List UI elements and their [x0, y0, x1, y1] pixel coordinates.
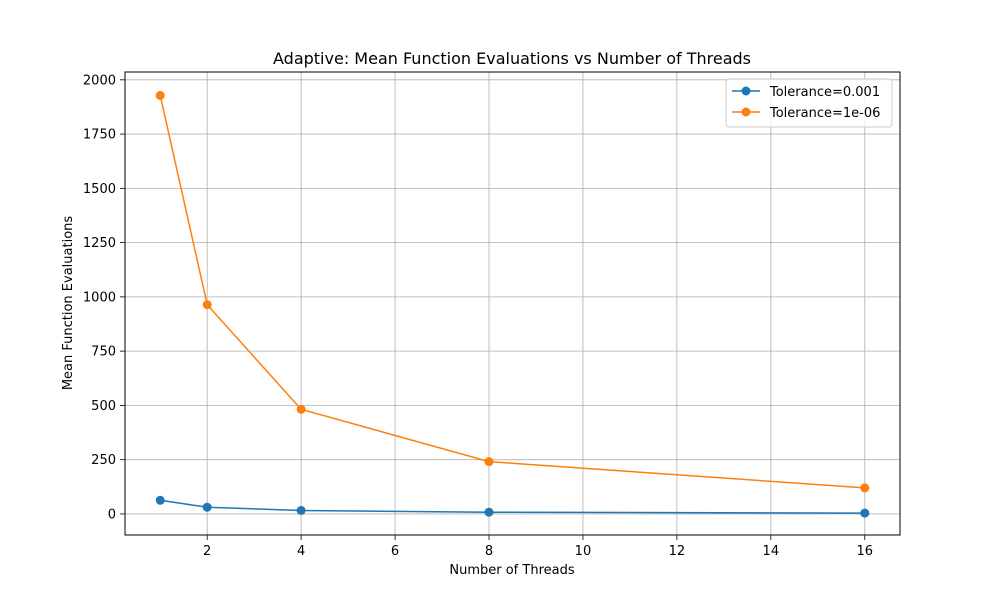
- y-tick-label: 1750: [83, 128, 116, 143]
- x-tick-label: 14: [763, 544, 780, 559]
- x-axis-title: Number of Threads: [449, 563, 574, 578]
- data-point-series-1: [860, 508, 870, 518]
- y-tick-label: 750: [91, 345, 116, 360]
- y-tick-label: 500: [91, 399, 116, 414]
- legend-label-series-2: Tolerance=1e-06: [769, 106, 880, 121]
- data-point-series-2: [860, 483, 870, 493]
- data-point-series-1: [484, 507, 494, 517]
- y-tick-label: 1500: [83, 182, 116, 197]
- x-tick-label: 2: [203, 544, 211, 559]
- x-tick-label: 6: [391, 544, 399, 559]
- data-point-series-2: [155, 90, 165, 100]
- data-point-series-2: [202, 300, 212, 310]
- data-point-series-1: [202, 502, 212, 512]
- y-tick-label: 2000: [83, 73, 116, 88]
- y-tick-label: 0: [108, 507, 116, 522]
- legend: Tolerance=0.001 Tolerance=1e-06: [725, 78, 893, 128]
- plot-area-frame: [124, 71, 901, 536]
- series-layer: [155, 90, 870, 518]
- x-tick-label: 12: [669, 544, 686, 559]
- x-tick-label: 10: [575, 544, 592, 559]
- tick-layer: 2 4 6 8 10 12 14 16 0 250 500 750 1000 1250 1500 1750 20…: [83, 73, 873, 559]
- data-point-series-1: [296, 505, 306, 515]
- x-tick-label: 16: [856, 544, 873, 559]
- y-tick-label: 1000: [83, 290, 116, 305]
- grid-layer: [125, 72, 900, 535]
- y-axis-title: Mean Function Evaluations: [61, 216, 76, 391]
- data-point-series-2: [296, 404, 306, 414]
- legend-frame: [725, 78, 893, 128]
- y-tick-label: 250: [91, 453, 116, 468]
- x-tick-label: 4: [297, 544, 305, 559]
- y-tick-label: 1250: [83, 236, 116, 251]
- x-tick-label: 8: [485, 544, 493, 559]
- legend-marker-series-1: [741, 86, 751, 96]
- legend-marker-series-2: [741, 107, 751, 117]
- legend-label-series-1: Tolerance=0.001: [769, 85, 880, 100]
- chart-title: Adaptive: Mean Function Evaluations vs N…: [273, 49, 751, 68]
- data-point-series-2: [484, 457, 494, 467]
- data-point-series-1: [155, 495, 165, 505]
